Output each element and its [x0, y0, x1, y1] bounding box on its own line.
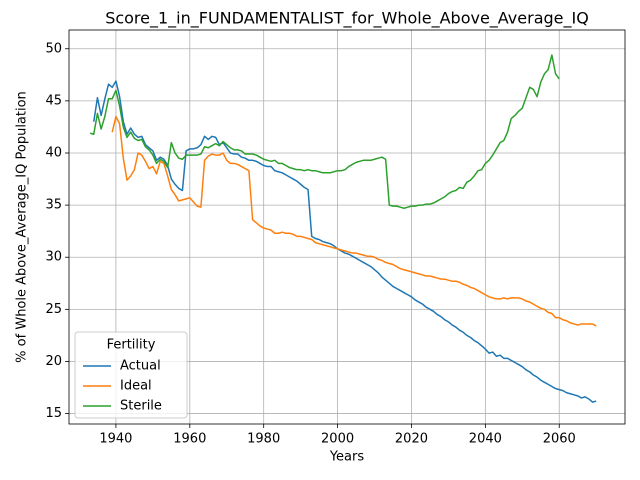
- legend-box: [74, 331, 188, 419]
- y-axis-label: % of Whole Above_Average_IQ Population: [15, 91, 30, 363]
- x-tick-label: 2060: [543, 432, 576, 447]
- x-tick-label: 1940: [99, 432, 132, 447]
- plot-frame: [68, 29, 626, 425]
- y-tick-label: 35: [45, 198, 62, 213]
- x-tick-label: 1960: [173, 432, 206, 447]
- y-tick-label: 25: [45, 302, 62, 317]
- y-tick-label: 40: [45, 145, 62, 160]
- y-tick-label: 45: [45, 93, 62, 108]
- y-tick-label: 30: [45, 250, 62, 265]
- legend: Fertility Actual Ideal Sterile: [74, 331, 188, 419]
- chart-title: Score_1_in_FUNDAMENTALIST_for_Whole_Abov…: [105, 9, 589, 29]
- y-tick-label: 20: [45, 354, 62, 369]
- legend-title: Fertility: [107, 338, 156, 353]
- x-tick-label: 2040: [469, 432, 502, 447]
- data-line: [89, 54, 560, 209]
- x-tick-label: 2020: [395, 432, 428, 447]
- x-axis-label: Years: [329, 450, 365, 465]
- x-tick-label: 1980: [247, 432, 280, 447]
- y-tick-label: 15: [45, 406, 62, 421]
- legend-label: Ideal: [120, 379, 152, 394]
- y-tick-label: 50: [45, 41, 62, 56]
- legend-label: Actual: [120, 359, 161, 374]
- x-tick-label: 2000: [321, 432, 354, 447]
- data-line: [111, 115, 597, 327]
- legend-label: Sterile: [120, 399, 162, 414]
- data-line: [93, 80, 597, 403]
